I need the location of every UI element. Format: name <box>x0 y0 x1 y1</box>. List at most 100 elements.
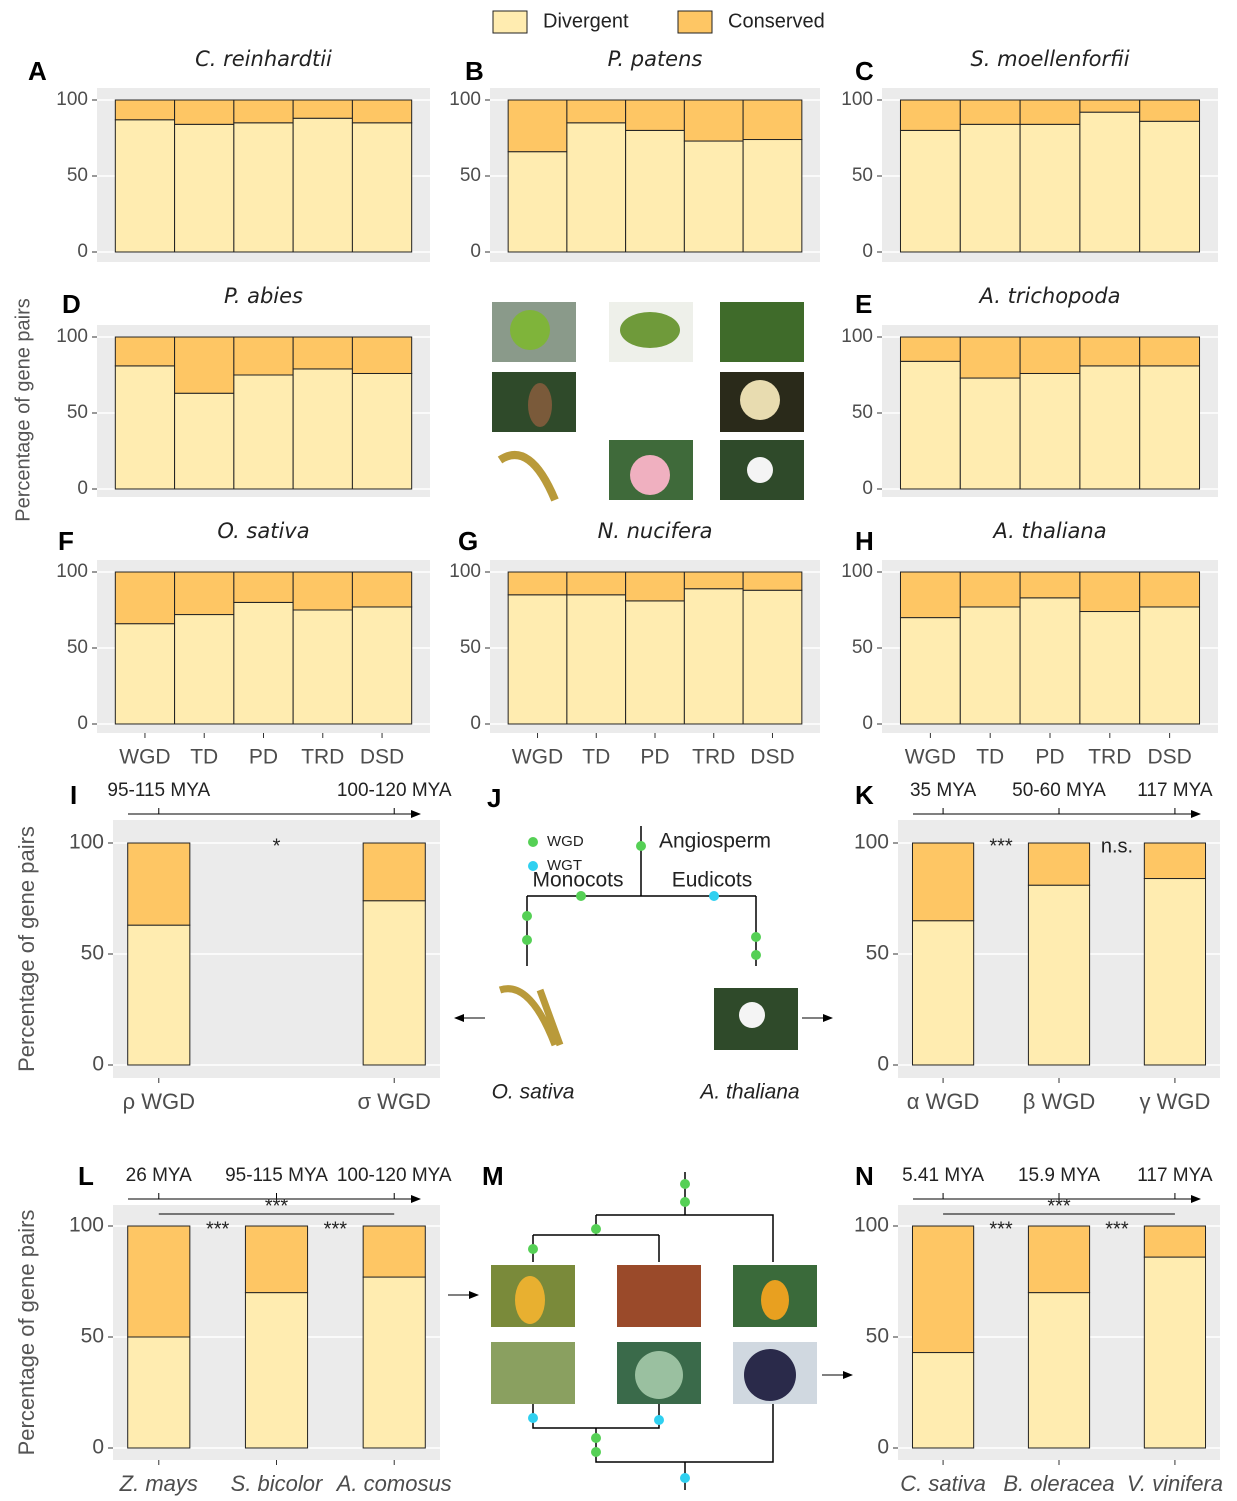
bar-segment <box>115 100 174 120</box>
panel-letter: J <box>487 783 501 813</box>
bar-segment <box>1080 366 1140 489</box>
x-tick-label: V. vinifera <box>1127 1471 1223 1496</box>
bar-segment <box>234 375 293 489</box>
x-tick-label: PD <box>640 746 669 769</box>
bar-segment <box>293 572 352 610</box>
bar-segment <box>567 100 626 123</box>
legend-label: WGD <box>547 833 584 850</box>
timeline-label: 95-115 MYA <box>225 1165 328 1186</box>
x-tick-label: B. oleracea <box>1003 1471 1114 1496</box>
y-tick-label: 100 <box>854 1214 889 1237</box>
y-tick-label: 0 <box>470 713 481 734</box>
bar-segment <box>363 901 425 1065</box>
bar-segment <box>626 100 685 130</box>
y-tick-label: 100 <box>841 89 873 110</box>
y-tick-label: 50 <box>67 402 88 423</box>
panel-title: O. sativa <box>217 519 309 543</box>
y-axis-label: Percentage of gene pairs <box>14 826 39 1072</box>
panel-letter: B <box>465 56 484 86</box>
significance-label: *** <box>324 1218 348 1240</box>
diagram-m: M <box>448 1161 852 1490</box>
panel-title: C. reinhardtii <box>195 47 332 71</box>
panel-letter: I <box>70 780 77 810</box>
bar-segment <box>912 921 973 1065</box>
y-tick-label: 0 <box>77 241 88 262</box>
panel-title: N. nucifera <box>598 519 713 543</box>
y-axis-label: Percentage of gene pairs <box>14 1210 39 1456</box>
species-label: A. thaliana <box>698 1081 799 1104</box>
x-tick-label: TD <box>582 746 610 769</box>
node-label: Monocots <box>532 869 623 892</box>
y-tick-label: 50 <box>67 637 88 658</box>
timeline-label: 100-120 MYA <box>337 780 452 801</box>
y-tick-label: 0 <box>877 1053 889 1076</box>
panel-letter: H <box>855 526 874 556</box>
x-tick-label: S. bicolor <box>231 1471 324 1496</box>
bar-segment <box>1020 100 1080 124</box>
bar-segment <box>508 100 567 152</box>
bar-segment <box>128 1337 190 1448</box>
bar-segment <box>1140 366 1200 489</box>
x-tick-label: TD <box>976 746 1004 769</box>
x-tick-label: α WGD <box>907 1089 980 1114</box>
bar-segment <box>234 337 293 375</box>
bar-segment <box>1140 607 1200 724</box>
x-tick-label: TD <box>190 746 218 769</box>
y-tick-label: 0 <box>77 713 88 734</box>
species-label: O. sativa <box>492 1081 575 1104</box>
y-tick-label: 0 <box>77 478 88 499</box>
panel-letter: N <box>855 1161 874 1191</box>
bar-segment <box>684 589 743 724</box>
bar-segment <box>960 337 1020 378</box>
bar-segment <box>626 601 685 724</box>
bar-segment <box>1080 100 1140 112</box>
bar-segment <box>960 124 1020 252</box>
timeline-label: 117 MYA <box>1137 1165 1213 1186</box>
significance-label: *** <box>989 835 1013 857</box>
panel-letter: E <box>855 289 872 319</box>
bar-segment <box>293 118 352 252</box>
panel-title: P. abies <box>224 284 303 308</box>
y-tick-label: 50 <box>852 402 873 423</box>
bar-segment <box>234 602 293 724</box>
bar-segment <box>1144 1226 1205 1257</box>
y-tick-label: 0 <box>862 478 873 499</box>
photo-grid <box>492 302 804 500</box>
bar-segment <box>508 152 567 252</box>
bar-segment <box>1080 572 1140 612</box>
bar-segment <box>293 369 352 489</box>
panel-letter: D <box>62 289 81 319</box>
y-tick-label: 100 <box>854 831 889 854</box>
legend-swatch <box>678 11 712 33</box>
x-tick-label: TRD <box>301 746 344 769</box>
bar-segment <box>684 572 743 589</box>
bar-segment <box>363 1277 425 1448</box>
bar-segment <box>684 100 743 141</box>
bar-segment <box>960 572 1020 607</box>
bar-segment <box>626 130 685 252</box>
bar-segment <box>175 124 234 252</box>
x-tick-label: C. sativa <box>900 1471 986 1496</box>
bar-segment <box>175 572 234 615</box>
figure: Percentage of gene pairs Divergent Conse… <box>0 0 1237 1496</box>
y-tick-label: 50 <box>460 637 481 658</box>
y-tick-label: 50 <box>67 165 88 186</box>
y-tick-label: 50 <box>852 637 873 658</box>
bar-segment <box>960 607 1020 724</box>
significance-label: n.s. <box>1101 835 1133 857</box>
panel-title: A. trichopoda <box>978 284 1121 308</box>
timeline-label: 35 MYA <box>910 780 977 801</box>
x-tick-label: DSD <box>750 746 794 769</box>
bar-segment <box>1144 1257 1205 1448</box>
y-tick-label: 50 <box>81 1325 104 1348</box>
bar-segment <box>293 100 352 118</box>
bar-segment <box>293 610 352 724</box>
bar-segment <box>115 366 174 489</box>
y-tick-label: 0 <box>862 241 873 262</box>
bar-segment <box>1020 598 1080 724</box>
bar-segment <box>1028 885 1089 1065</box>
significance-label: *** <box>265 1195 289 1217</box>
y-axis-label: Percentage of gene pairs <box>12 298 34 522</box>
y-tick-label: 0 <box>862 713 873 734</box>
bar-segment <box>1028 1293 1089 1448</box>
